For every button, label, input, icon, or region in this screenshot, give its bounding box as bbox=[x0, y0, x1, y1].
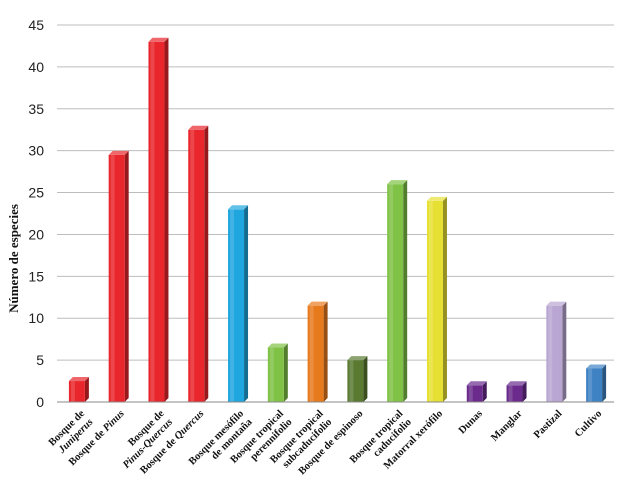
bar bbox=[148, 37, 169, 402]
bar-side bbox=[323, 301, 328, 402]
bar-side bbox=[562, 301, 567, 402]
bar-highlight bbox=[508, 385, 513, 402]
y-tick-label: 35 bbox=[28, 101, 44, 117]
bar-highlight bbox=[269, 347, 274, 402]
bar-side bbox=[522, 381, 527, 402]
x-tick-label: Cultivo bbox=[573, 408, 604, 439]
bar bbox=[466, 381, 487, 402]
bar bbox=[586, 364, 607, 402]
bar-side bbox=[283, 343, 288, 402]
bar-highlight bbox=[150, 41, 155, 402]
bar-top bbox=[68, 377, 89, 382]
bar-highlight bbox=[70, 381, 75, 402]
bar-highlight bbox=[468, 385, 473, 402]
bar-top bbox=[188, 125, 209, 130]
bar bbox=[506, 381, 527, 402]
x-tick-label: Pastizal bbox=[532, 408, 565, 441]
bar-top bbox=[307, 301, 328, 306]
y-tick-label: 20 bbox=[28, 226, 44, 242]
bar-highlight bbox=[110, 154, 115, 402]
bar-side bbox=[84, 377, 89, 402]
bar-top bbox=[148, 37, 169, 42]
bar-side bbox=[244, 205, 249, 402]
bar-highlight bbox=[428, 200, 433, 402]
bar-top bbox=[466, 381, 487, 386]
y-axis-label: Número de especies bbox=[6, 204, 21, 313]
bar-side bbox=[164, 37, 169, 402]
bar-highlight bbox=[389, 184, 394, 402]
bar-side bbox=[442, 196, 447, 402]
bars bbox=[68, 37, 607, 402]
bar-top bbox=[347, 356, 368, 361]
bar bbox=[307, 301, 328, 402]
y-tick-label: 25 bbox=[28, 185, 44, 201]
bar-side bbox=[204, 125, 209, 402]
y-tick-label: 45 bbox=[28, 17, 44, 33]
bar-top bbox=[228, 205, 249, 210]
bar-side bbox=[124, 150, 129, 402]
y-tick-label: 0 bbox=[36, 394, 44, 410]
bar-side bbox=[363, 356, 368, 402]
bar-highlight bbox=[190, 129, 195, 402]
bar-top bbox=[108, 150, 129, 155]
bar-highlight bbox=[309, 305, 314, 402]
bar-highlight bbox=[349, 360, 354, 402]
bar-highlight bbox=[588, 368, 593, 402]
bar bbox=[387, 180, 408, 402]
bar-side bbox=[602, 364, 607, 402]
bar-top bbox=[426, 196, 447, 201]
bar bbox=[108, 150, 129, 402]
y-tick-label: 10 bbox=[28, 310, 44, 326]
bar-side bbox=[482, 381, 487, 402]
bar-top bbox=[267, 343, 288, 348]
bar-highlight bbox=[548, 305, 553, 402]
grid-lines bbox=[57, 24, 614, 361]
bar bbox=[267, 343, 288, 402]
y-tick-label: 15 bbox=[28, 268, 44, 284]
bar bbox=[68, 377, 89, 402]
x-tick-label: Manglar bbox=[489, 408, 525, 444]
y-axis-ticks: 0 5 10 15 20 25 30 35 40 45 bbox=[28, 17, 44, 410]
bar-top bbox=[546, 301, 567, 306]
bar bbox=[228, 205, 249, 402]
x-tick-label: Dunas bbox=[457, 408, 485, 436]
bar bbox=[546, 301, 567, 402]
bar bbox=[188, 125, 209, 402]
bar-top bbox=[506, 381, 527, 386]
bar-top bbox=[586, 364, 607, 369]
y-tick-label: 30 bbox=[28, 143, 44, 159]
y-tick-label: 40 bbox=[28, 59, 44, 75]
bar bbox=[426, 196, 447, 402]
bar-side bbox=[403, 180, 408, 402]
bar bbox=[347, 356, 368, 402]
bar-top bbox=[387, 180, 408, 185]
y-tick-label: 5 bbox=[36, 352, 44, 368]
bar-highlight bbox=[230, 209, 235, 402]
